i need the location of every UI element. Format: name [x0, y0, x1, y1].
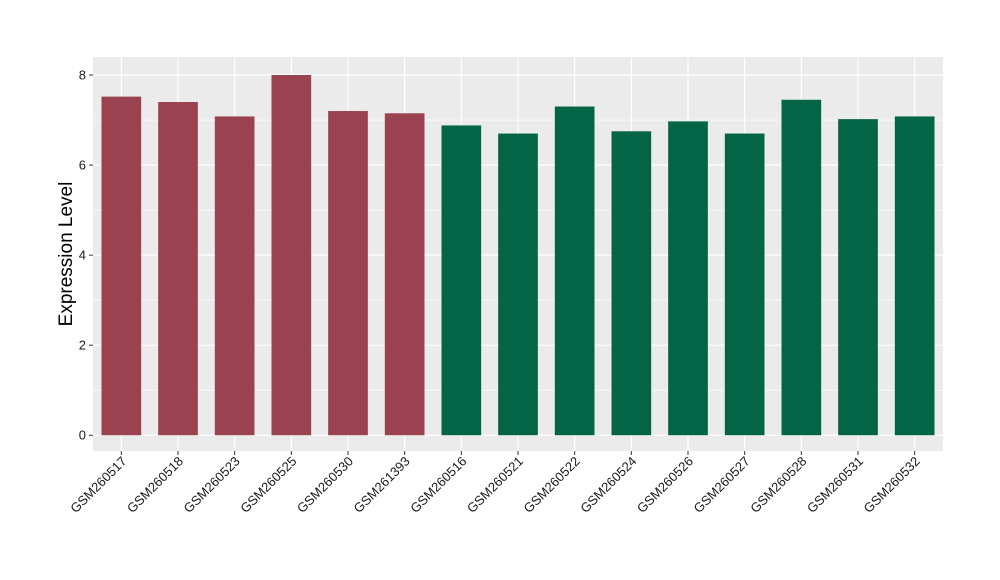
- bar-gsm260517: [101, 96, 142, 436]
- y-tick-label: 6: [79, 158, 86, 173]
- bar-gsm260525: [271, 75, 312, 436]
- x-tick-label: GSM261393: [351, 454, 413, 516]
- x-tick-label: GSM260531: [804, 454, 866, 516]
- bars: [101, 75, 935, 436]
- bar-gsm260526: [668, 121, 708, 436]
- x-tick-label: GSM260522: [521, 454, 583, 516]
- y-tick-label: 4: [79, 248, 86, 263]
- x-tick-label: GSM260521: [464, 454, 526, 516]
- bar-gsm260528: [781, 99, 822, 436]
- x-tick-label: GSM260524: [577, 454, 639, 516]
- bar-gsm260518: [158, 102, 198, 436]
- y-axis-title: Expression Level: [56, 182, 77, 327]
- x-tick-label: GSM260517: [67, 454, 129, 516]
- x-axis: GSM260517GSM260518GSM260523GSM260525GSM2…: [67, 451, 923, 516]
- y-tick-label: 0: [79, 428, 86, 443]
- bar-gsm260532: [894, 116, 935, 436]
- bar-gsm260516: [441, 125, 482, 436]
- y-tick-label: 2: [79, 338, 86, 353]
- bar-gsm260527: [724, 133, 765, 436]
- x-tick-label: GSM260530: [294, 454, 356, 516]
- bar-gsm260521: [498, 133, 538, 436]
- x-tick-label: GSM260518: [124, 454, 186, 516]
- bar-gsm261393: [384, 113, 425, 436]
- bar-gsm260524: [611, 131, 652, 436]
- x-tick-label: GSM260526: [634, 454, 696, 516]
- x-tick-label: GSM260523: [181, 454, 243, 516]
- x-tick-label: GSM260525: [237, 454, 299, 516]
- x-tick-label: GSM260516: [407, 454, 469, 516]
- bar-gsm260523: [214, 116, 255, 436]
- bar-gsm260530: [328, 111, 368, 436]
- bar-gsm260531: [838, 119, 878, 436]
- bar-gsm260522: [554, 106, 595, 436]
- x-tick-label: GSM260527: [691, 454, 753, 516]
- x-tick-label: GSM260532: [861, 454, 923, 516]
- y-axis: 0 2 4 6 8: [79, 68, 93, 443]
- y-tick-label: 8: [79, 68, 86, 83]
- x-tick-label: GSM260528: [747, 454, 809, 516]
